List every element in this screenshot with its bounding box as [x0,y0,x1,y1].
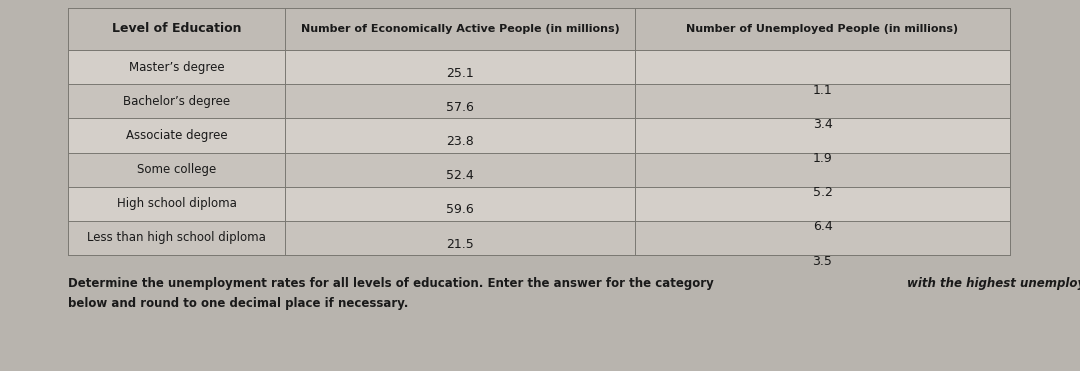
Bar [68,84,1010,118]
Text: 25.1: 25.1 [446,67,474,80]
Text: 5.2: 5.2 [812,186,833,199]
Text: Less than high school diploma: Less than high school diploma [87,232,266,244]
Bar [68,50,1010,84]
Bar [68,221,1010,255]
Text: Level of Education: Level of Education [111,23,241,36]
Text: 52.4: 52.4 [446,169,474,182]
Text: with the highest unemployment rate in the box: with the highest unemployment rate in th… [906,277,1080,290]
Text: Master’s degree: Master’s degree [129,60,225,73]
Text: 21.5: 21.5 [446,237,474,250]
Text: below and round to one decimal place if necessary.: below and round to one decimal place if … [68,297,408,310]
Bar [68,8,1010,50]
Bar [68,152,1010,187]
Text: Number of Unemployed People (in millions): Number of Unemployed People (in millions… [687,24,959,34]
Bar [68,187,1010,221]
Text: Bachelor’s degree: Bachelor’s degree [123,95,230,108]
Text: 3.4: 3.4 [812,118,833,131]
Text: 57.6: 57.6 [446,101,474,114]
Text: High school diploma: High school diploma [117,197,237,210]
Text: 23.8: 23.8 [446,135,474,148]
Text: Associate degree: Associate degree [125,129,227,142]
Text: Determine the unemployment rates for all levels of education. Enter the answer f: Determine the unemployment rates for all… [68,277,718,290]
Text: 6.4: 6.4 [812,220,833,233]
Text: 3.5: 3.5 [812,255,833,267]
Text: Some college: Some college [137,163,216,176]
Bar [68,118,1010,152]
Text: 1.1: 1.1 [812,84,833,97]
Text: 59.6: 59.6 [446,203,474,216]
Text: Number of Economically Active People (in millions): Number of Economically Active People (in… [300,24,619,34]
Text: 1.9: 1.9 [812,152,833,165]
